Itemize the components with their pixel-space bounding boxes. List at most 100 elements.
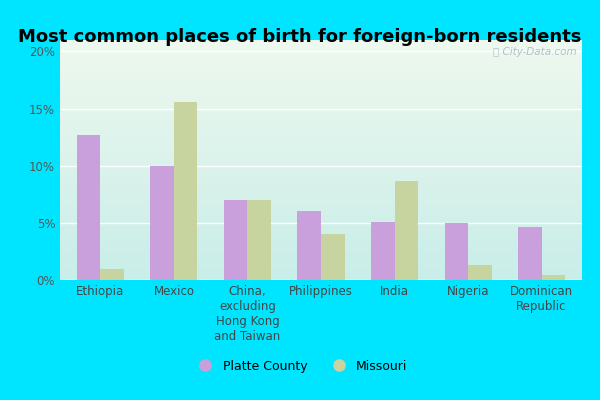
Bar xyxy=(60,131,582,132)
Bar xyxy=(60,215,582,216)
Bar xyxy=(60,230,582,231)
Bar xyxy=(60,112,582,113)
Bar xyxy=(60,89,582,90)
Bar xyxy=(60,158,582,159)
Bar xyxy=(60,78,582,80)
Bar xyxy=(60,53,582,54)
Bar xyxy=(60,130,582,131)
Bar xyxy=(60,192,582,194)
Bar xyxy=(60,237,582,238)
Bar xyxy=(60,153,582,154)
Bar xyxy=(60,234,582,236)
Bar xyxy=(60,46,582,47)
Bar xyxy=(60,225,582,226)
Bar xyxy=(60,108,582,110)
Bar xyxy=(60,147,582,148)
Bar xyxy=(60,176,582,177)
Bar xyxy=(60,214,582,215)
Bar xyxy=(60,146,582,147)
Bar xyxy=(60,148,582,149)
Bar xyxy=(60,116,582,117)
Bar xyxy=(60,201,582,202)
Bar xyxy=(60,198,582,200)
Bar xyxy=(60,275,582,276)
Bar xyxy=(371,222,395,280)
Bar xyxy=(60,165,582,166)
Bar xyxy=(60,140,582,141)
Bar xyxy=(60,207,582,208)
Bar xyxy=(60,233,582,234)
Bar xyxy=(60,186,582,188)
Bar xyxy=(60,87,582,88)
Bar xyxy=(60,59,582,60)
Bar xyxy=(60,263,582,264)
Bar xyxy=(60,204,582,206)
Bar xyxy=(174,102,197,280)
Bar xyxy=(60,80,582,81)
Bar xyxy=(60,180,582,182)
Bar xyxy=(60,246,582,248)
Bar xyxy=(60,219,582,220)
Bar xyxy=(60,122,582,123)
Bar xyxy=(60,52,582,53)
Bar xyxy=(60,58,582,59)
Bar xyxy=(60,150,582,152)
Bar xyxy=(60,254,582,255)
Bar xyxy=(60,164,582,165)
Bar xyxy=(60,72,582,74)
Bar xyxy=(60,264,582,266)
Bar xyxy=(60,56,582,57)
Bar xyxy=(60,90,582,92)
Bar xyxy=(60,261,582,262)
Bar xyxy=(60,248,582,249)
Bar xyxy=(60,123,582,124)
Bar xyxy=(60,88,582,89)
Bar xyxy=(60,231,582,232)
Bar xyxy=(60,99,582,100)
Bar xyxy=(60,266,582,267)
Bar xyxy=(100,268,124,280)
Bar xyxy=(60,202,582,203)
Bar xyxy=(60,41,582,42)
Bar xyxy=(60,96,582,98)
Bar xyxy=(60,68,582,69)
Bar xyxy=(60,124,582,125)
Bar xyxy=(247,200,271,280)
Bar xyxy=(60,272,582,273)
Bar xyxy=(60,222,582,224)
Bar xyxy=(60,240,582,242)
Bar xyxy=(60,243,582,244)
Bar xyxy=(60,238,582,239)
Bar xyxy=(60,105,582,106)
Bar xyxy=(60,98,582,99)
Bar xyxy=(60,189,582,190)
Bar xyxy=(60,117,582,118)
Bar xyxy=(445,223,468,280)
Bar xyxy=(60,42,582,44)
Text: ⓘ City-Data.com: ⓘ City-Data.com xyxy=(493,47,577,57)
Bar xyxy=(60,77,582,78)
Bar xyxy=(60,60,582,62)
Bar xyxy=(60,276,582,278)
Bar xyxy=(60,218,582,219)
Bar xyxy=(60,269,582,270)
Bar xyxy=(60,160,582,161)
Bar xyxy=(60,83,582,84)
Bar xyxy=(60,197,582,198)
Bar xyxy=(60,138,582,140)
Bar xyxy=(468,265,491,280)
Bar xyxy=(298,212,321,280)
Legend: Platte County, Missouri: Platte County, Missouri xyxy=(188,355,412,378)
Bar xyxy=(60,195,582,196)
Bar xyxy=(60,104,582,105)
Bar xyxy=(60,113,582,114)
Bar xyxy=(60,279,582,280)
Bar xyxy=(60,137,582,138)
Bar xyxy=(60,270,582,272)
Bar xyxy=(60,65,582,66)
Bar xyxy=(60,268,582,269)
Bar xyxy=(60,66,582,68)
Bar xyxy=(60,63,582,64)
Bar xyxy=(60,208,582,209)
Bar xyxy=(60,210,582,212)
